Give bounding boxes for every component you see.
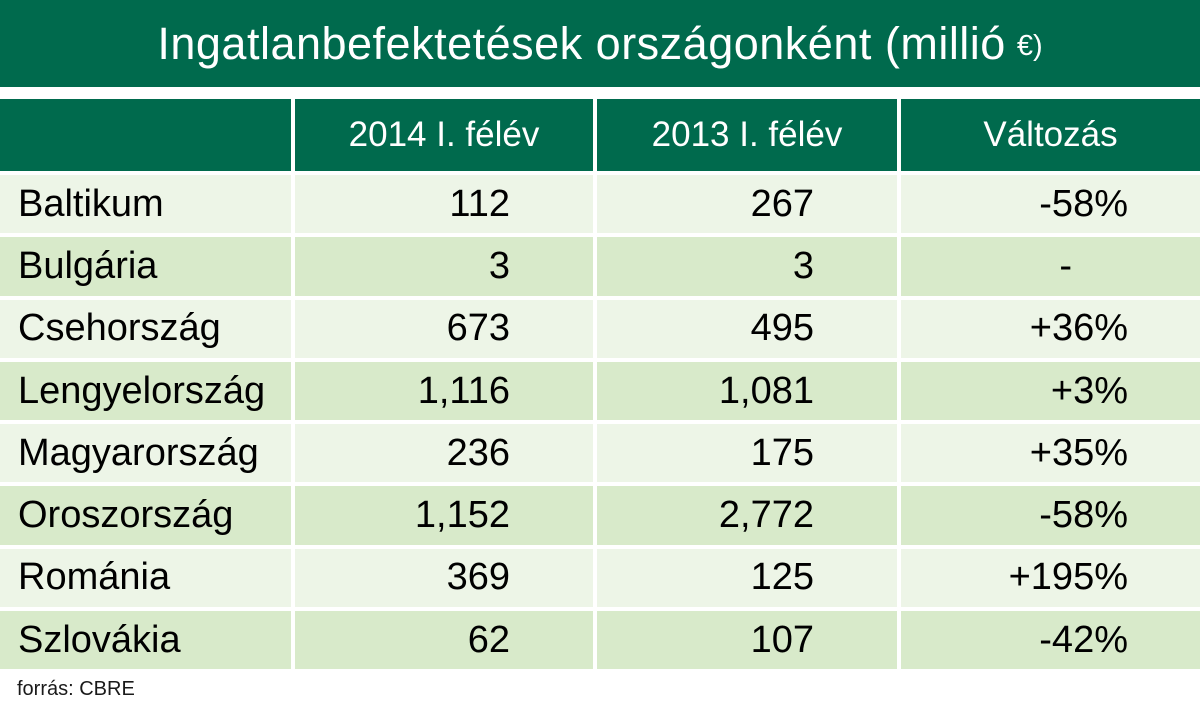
value-2014-cell: 1,152 bbox=[295, 486, 593, 545]
value-2014-cell: 236 bbox=[295, 424, 593, 483]
value-2013-cell: 2,772 bbox=[597, 486, 897, 545]
country-cell: Baltikum bbox=[0, 175, 291, 234]
value-2014-cell: 369 bbox=[295, 548, 593, 608]
country-cell: Bulgária bbox=[0, 237, 291, 296]
country-cell: Lengyelország bbox=[0, 361, 291, 421]
value-2013-cell: 125 bbox=[597, 548, 897, 608]
country-cell: Románia bbox=[0, 548, 291, 608]
value-2014-cell: 62 bbox=[295, 611, 593, 670]
country-cell: Csehország bbox=[0, 299, 291, 358]
value-2014-cell: 1,116 bbox=[295, 361, 593, 421]
title-bar: Ingatlanbefektetések országonként (milli… bbox=[0, 0, 1200, 87]
change-cell: +36% bbox=[901, 299, 1200, 358]
country-cell: Magyarország bbox=[0, 424, 291, 483]
country-cell: Szlovákia bbox=[0, 611, 291, 670]
value-2013-cell: 495 bbox=[597, 299, 897, 358]
header-cell-2014: 2014 I. félév bbox=[295, 99, 593, 171]
value-2014-cell: 673 bbox=[295, 299, 593, 358]
value-2014-cell: 112 bbox=[295, 175, 593, 234]
header-cell-change: Változás bbox=[901, 99, 1200, 171]
value-2013-cell: 3 bbox=[597, 237, 897, 296]
change-cell: - bbox=[901, 237, 1200, 296]
change-cell: +35% bbox=[901, 424, 1200, 483]
change-cell: +195% bbox=[901, 548, 1200, 608]
value-2013-cell: 267 bbox=[597, 175, 897, 234]
value-2013-cell: 107 bbox=[597, 611, 897, 670]
value-2013-cell: 175 bbox=[597, 424, 897, 483]
source-note: forrás: CBRE bbox=[17, 678, 135, 701]
value-2013-cell: 1,081 bbox=[597, 361, 897, 421]
header-cell-empty bbox=[0, 99, 291, 171]
change-cell: -58% bbox=[901, 486, 1200, 545]
change-cell: -42% bbox=[901, 611, 1200, 670]
header-cell-2013: 2013 I. félév bbox=[597, 99, 897, 171]
investments-table: 2014 I. félév 2013 I. félév Változás Bal… bbox=[0, 99, 1200, 670]
country-cell: Oroszország bbox=[0, 486, 291, 545]
page-title-unit: €) bbox=[1016, 30, 1043, 62]
page-title: Ingatlanbefektetések országonként (milli… bbox=[157, 17, 1006, 69]
change-cell: +3% bbox=[901, 361, 1200, 421]
change-cell: -58% bbox=[901, 175, 1200, 234]
value-2014-cell: 3 bbox=[295, 237, 593, 296]
